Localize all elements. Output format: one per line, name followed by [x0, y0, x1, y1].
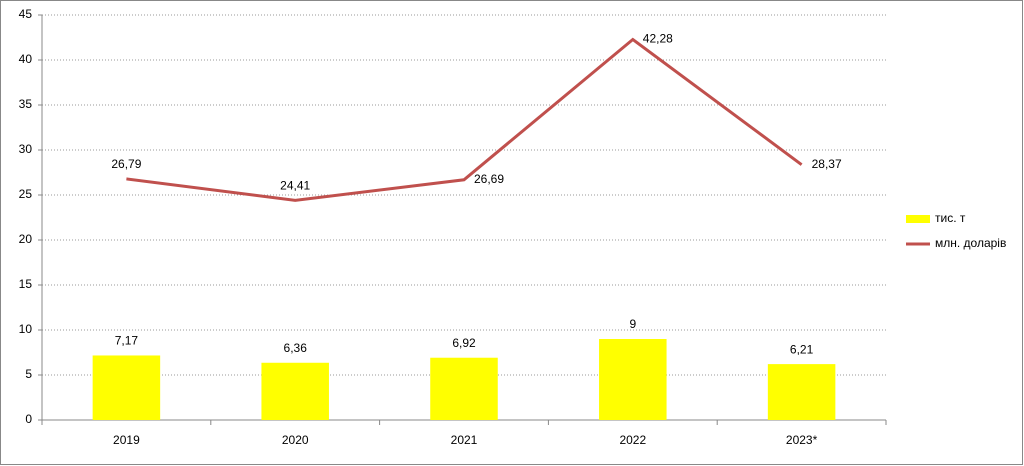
y-tick-label: 30 — [19, 142, 33, 156]
y-tick-label: 20 — [19, 232, 33, 246]
y-tick-label: 35 — [19, 97, 33, 111]
y-tick-label: 5 — [25, 367, 32, 381]
x-tick-label: 2020 — [282, 433, 309, 447]
x-tick-label: 2022 — [619, 433, 646, 447]
bar — [599, 339, 667, 420]
x-tick-label: 2019 — [113, 433, 140, 447]
legend-label: тис. т — [935, 211, 966, 225]
y-tick-label: 15 — [19, 277, 33, 291]
legend-swatch — [906, 215, 930, 223]
x-tick-label: 2023* — [786, 433, 818, 447]
bar — [767, 364, 836, 420]
data-label: 6,92 — [452, 336, 476, 350]
data-label: 42,28 — [643, 32, 673, 46]
bar — [261, 362, 329, 420]
data-label: 7,17 — [115, 334, 139, 348]
y-tick-label: 10 — [19, 322, 33, 336]
y-tick-label: 0 — [25, 412, 32, 426]
line — [126, 37, 803, 202]
data-label: 26,79 — [111, 157, 141, 171]
legend-label: млн. доларів — [935, 236, 1006, 250]
x-tick-label: 2021 — [451, 433, 478, 447]
data-label: 24,41 — [280, 178, 310, 192]
data-label: 9 — [629, 317, 636, 331]
data-label: 6,21 — [790, 342, 814, 356]
bar — [92, 355, 161, 420]
y-tick-label: 25 — [19, 187, 33, 201]
y-tick-label: 40 — [19, 52, 33, 66]
data-label: 26,69 — [474, 172, 504, 186]
data-label: 28,37 — [812, 157, 842, 171]
bar — [430, 357, 498, 420]
data-label: 6,36 — [284, 341, 308, 355]
y-tick-label: 45 — [19, 7, 33, 21]
